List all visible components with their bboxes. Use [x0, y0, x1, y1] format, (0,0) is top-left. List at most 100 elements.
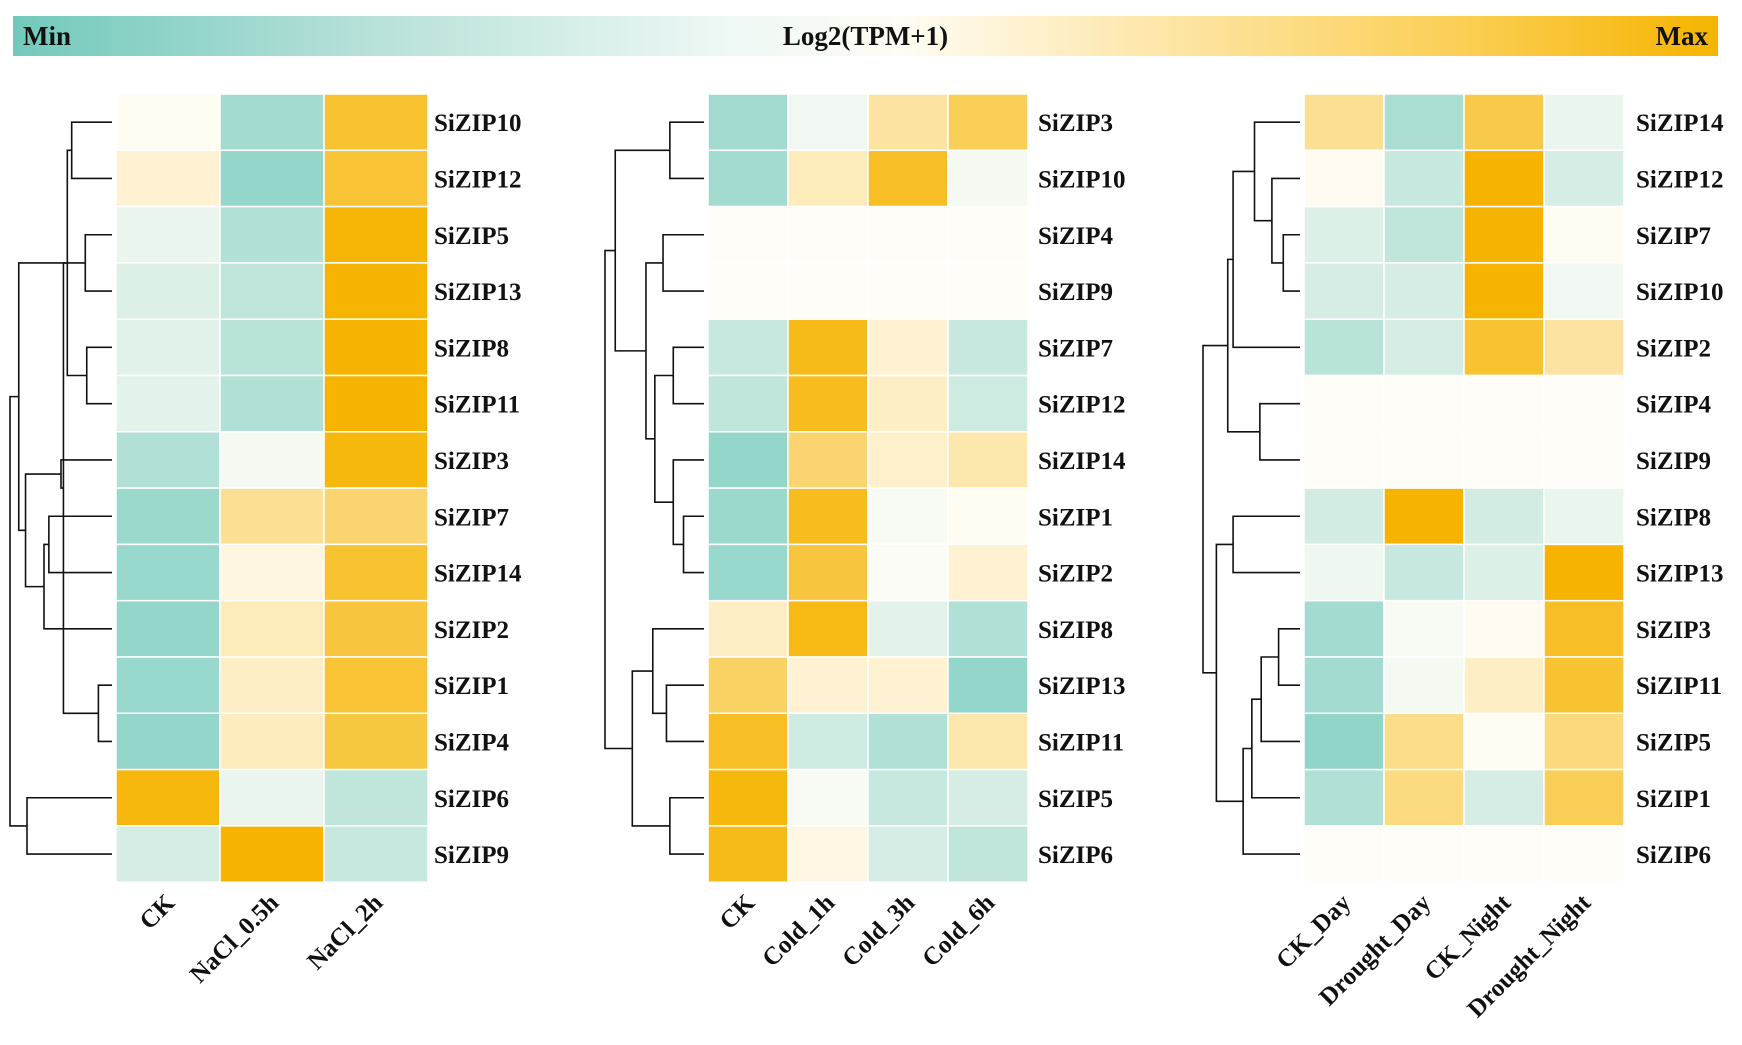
row-label: SiZIP9	[1636, 448, 1711, 475]
dendrogram-branch	[665, 684, 704, 743]
colorbar-title: Log2(TPM+1)	[782, 21, 949, 51]
row-label: SiZIP3	[434, 448, 509, 475]
dendrogram-branch	[631, 670, 670, 827]
heatmap-cell-SiZIP9-Cold_1h	[787, 262, 869, 320]
dendrogram-branch	[48, 515, 112, 574]
heatmap-cell-SiZIP5-Cold_3h	[867, 768, 949, 827]
heatmap-cell-SiZIP13-Drought_Day	[1383, 543, 1465, 602]
heatmap-cell-SiZIP12-CK_Day	[1303, 149, 1385, 208]
heatmap-cell-SiZIP7-NaCl_0.5h	[219, 487, 325, 546]
dendrogram-branch	[1271, 177, 1300, 264]
dendrogram-branch	[604, 249, 633, 750]
heatmap-cell-SiZIP11-Drought_Night	[1543, 656, 1625, 715]
heatmap-cell-SiZIP2-CK_Night	[1463, 318, 1545, 377]
heatmap-cell-SiZIP2-CK_Day	[1303, 318, 1385, 377]
heatmap-cell-SiZIP9-NaCl_2h	[323, 825, 429, 883]
dendrogram-branch	[672, 346, 704, 405]
heatmap-cell-SiZIP14-Drought_Night	[1543, 93, 1625, 152]
heatmap-cell-SiZIP4-CK	[115, 712, 221, 771]
heatmap-cell-SiZIP5-NaCl_2h	[323, 205, 429, 264]
column-label: CK	[715, 889, 761, 935]
heatmap-cell-SiZIP8-CK	[707, 599, 789, 658]
column-label: CK	[135, 889, 181, 935]
heatmap-cell-SiZIP13-CK_Day	[1303, 543, 1385, 602]
heatmap-panel-cold: SiZIP3 SiZIP10 SiZIP4 SiZIP9 SiZIP7 SiZIP12 Si…	[604, 93, 1126, 972]
heatmap-cell-SiZIP11-Cold_6h	[947, 712, 1029, 771]
heatmap-cell-SiZIP10-NaCl_0.5h	[219, 93, 325, 152]
heatmap-cell-SiZIP9-CK	[707, 262, 789, 320]
heatmap-cell-SiZIP13-CK_Night	[1463, 543, 1545, 602]
heatmap-cell-SiZIP14-Cold_6h	[947, 431, 1029, 489]
heatmap-cell-SiZIP14-CK	[115, 543, 221, 602]
heatmap-cell-SiZIP10-Cold_6h	[947, 149, 1029, 208]
heatmap-cell-SiZIP12-Drought_Night	[1543, 149, 1625, 208]
dendrogram-branch	[651, 628, 704, 715]
heatmap-cell-SiZIP10-CK_Night	[1463, 262, 1545, 320]
heatmap-cell-SiZIP12-NaCl_2h	[323, 149, 429, 208]
row-label: SiZIP9	[434, 842, 509, 869]
heatmap-panel-drought: SiZIP14 SiZIP12 SiZIP7 SiZIP10 SiZIP2 SiZIP4 S…	[1202, 93, 1724, 1023]
column-label: Cold_1h	[757, 889, 840, 972]
row-label: SiZIP14	[1038, 448, 1126, 475]
row-label: SiZIP2	[434, 617, 509, 644]
heatmap-cell-SiZIP10-CK_Day	[1303, 262, 1385, 320]
colorbar-max-label: Max	[1655, 21, 1708, 51]
heatmap-cell-SiZIP3-CK	[707, 93, 789, 152]
heatmap-cell-SiZIP9-CK_Night	[1463, 431, 1545, 489]
column-label: Cold_3h	[837, 889, 920, 972]
row-label: SiZIP1	[1636, 786, 1711, 813]
heatmap-cell-SiZIP9-CK_Day	[1303, 431, 1385, 489]
heatmap-cell-SiZIP10-NaCl_2h	[323, 93, 429, 152]
heatmap-cell-SiZIP11-Cold_1h	[787, 712, 869, 771]
heatmap-cell-SiZIP2-CK	[707, 543, 789, 602]
heatmap-cell-SiZIP4-CK_Day	[1303, 374, 1385, 433]
heatmap-cell-SiZIP6-Drought_Night	[1543, 825, 1625, 883]
heatmap-cell-SiZIP3-Cold_3h	[867, 93, 949, 152]
heatmap-cell-SiZIP6-Drought_Day	[1383, 825, 1465, 883]
heatmap-cell-SiZIP12-Cold_1h	[787, 374, 869, 433]
heatmap-cell-SiZIP1-CK	[115, 656, 221, 715]
heatmap-cell-SiZIP14-CK_Day	[1303, 93, 1385, 152]
heatmap-cell-SiZIP7-CK_Night	[1463, 205, 1545, 264]
row-label: SiZIP10	[434, 110, 522, 137]
dendrogram-branch	[17, 262, 68, 532]
row-label: SiZIP14	[434, 561, 522, 588]
heatmap-cell-SiZIP11-CK	[707, 712, 789, 771]
heatmap-cell-SiZIP7-CK	[707, 318, 789, 377]
heatmap-cell-SiZIP8-Drought_Night	[1543, 487, 1625, 546]
heatmap-cell-SiZIP1-NaCl_0.5h	[219, 656, 325, 715]
heatmap-cell-SiZIP13-CK	[707, 656, 789, 715]
heatmap-cell-SiZIP5-Cold_6h	[947, 768, 1029, 827]
heatmap-cell-SiZIP8-Cold_6h	[947, 599, 1029, 658]
dendrogram-branch	[1253, 121, 1300, 222]
heatmap-cell-SiZIP8-Cold_1h	[787, 599, 869, 658]
heatmap-cell-SiZIP1-Cold_3h	[867, 487, 949, 546]
heatmap-cell-SiZIP2-NaCl_0.5h	[219, 599, 325, 658]
heatmap-cell-SiZIP11-CK	[115, 374, 221, 433]
row-label: SiZIP13	[1636, 561, 1724, 588]
heatmap-cell-SiZIP3-CK_Day	[1303, 599, 1385, 658]
heatmap-cell-SiZIP11-CK_Night	[1463, 656, 1545, 715]
dendrogram-branch	[614, 149, 670, 352]
heatmap-cell-SiZIP6-Cold_6h	[947, 825, 1029, 883]
heatmap-cell-SiZIP6-NaCl_0.5h	[219, 768, 325, 827]
row-label: SiZIP11	[1636, 673, 1722, 700]
heatmap-cell-SiZIP1-CK_Day	[1303, 768, 1385, 827]
heatmap-cell-SiZIP2-CK	[115, 599, 221, 658]
heatmap-cell-SiZIP10-CK	[115, 93, 221, 152]
dendrogram-branch	[1260, 656, 1300, 743]
heatmap-cell-SiZIP4-Cold_3h	[867, 205, 949, 264]
heatmap-cell-SiZIP13-Cold_3h	[867, 656, 949, 715]
row-label: SiZIP10	[1038, 166, 1126, 193]
heatmap-cell-SiZIP2-Cold_6h	[947, 543, 1029, 602]
heatmap-cell-SiZIP5-CK_Day	[1303, 712, 1385, 771]
row-label: SiZIP6	[434, 786, 509, 813]
heatmap-cell-SiZIP6-CK	[115, 768, 221, 827]
row-label: SiZIP7	[434, 504, 509, 531]
heatmap-cell-SiZIP1-Cold_1h	[787, 487, 869, 546]
heatmap-cell-SiZIP9-Cold_6h	[947, 262, 1029, 320]
heatmap-cell-SiZIP7-Cold_1h	[787, 318, 869, 377]
heatmap-cell-SiZIP7-Cold_3h	[867, 318, 949, 377]
dendrogram-branch	[669, 121, 704, 180]
